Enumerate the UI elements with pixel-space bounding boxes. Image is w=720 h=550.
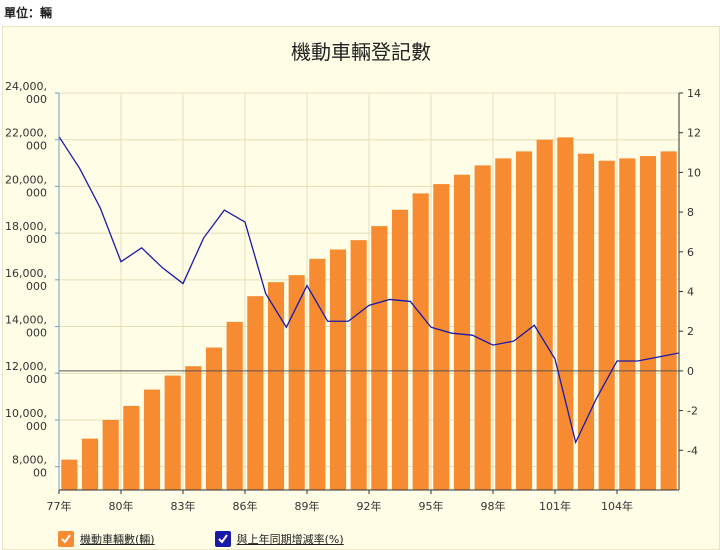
bar (391, 209, 409, 490)
y-right-tick-label: -4 (687, 444, 698, 457)
bar (557, 137, 574, 490)
x-tick-label: 89年 (295, 499, 320, 513)
bar (350, 240, 367, 490)
bar (226, 321, 243, 490)
bar (247, 296, 264, 490)
y-left-tick-label: 000 (26, 327, 47, 340)
bar (81, 438, 99, 490)
bar (619, 158, 636, 490)
y-right-tick-label: 2 (687, 325, 694, 338)
bar (639, 156, 657, 490)
x-tick-label: 83年 (171, 499, 196, 513)
y-left-tick-label: 10,000, (5, 407, 47, 420)
x-tick-label: 80年 (109, 499, 134, 513)
y-left-tick-label: 000 (26, 93, 47, 106)
legend-label-growth: 與上年同期增減率(%) (236, 533, 344, 546)
chart-frame: 機動車輛登記數 8,000, 00 10,000, 000 12,000, 000 14,00… (2, 26, 720, 550)
bar (660, 151, 677, 490)
bar (164, 375, 181, 490)
y-right-tick-label: 0 (687, 365, 694, 378)
y-left-tick-label: 000 (26, 420, 47, 433)
legend-item-growth[interactable]: 與上年同期增減率(%) (214, 531, 344, 547)
bar (123, 405, 140, 490)
chart-svg: 機動車輛登記數8,000,0010,000,00012,000,00014,00… (5, 40, 701, 513)
y-left-tick-label: 16,000, (5, 267, 47, 280)
y-left-tick-label: 20,000, (5, 173, 47, 186)
x-tick-label: 77年 (47, 499, 72, 513)
bar (288, 275, 305, 490)
bar (598, 160, 615, 491)
checkmark-icon (217, 534, 228, 544)
y-left-tick-label: 14,000, (5, 314, 47, 327)
checkmark-icon (61, 534, 71, 544)
bar (433, 184, 450, 490)
bar (453, 174, 471, 490)
bar (515, 151, 533, 490)
bar (536, 139, 553, 490)
bar (577, 153, 595, 490)
legend-checkbox-vehicles[interactable] (58, 531, 74, 547)
legend-item-vehicles[interactable]: 機動車輛數(輛) (58, 531, 155, 547)
y-left-tick-label: 18,000, (5, 220, 47, 233)
x-tick-label: 101年 (539, 499, 571, 513)
bar (474, 165, 491, 491)
x-tick-label: 95年 (419, 499, 444, 513)
y-left-tick-label: 12,000, (5, 360, 47, 373)
bar (205, 347, 223, 490)
chart-title: 機動車輛登記數 (291, 40, 431, 64)
bar (185, 366, 202, 490)
bar (309, 258, 326, 490)
y-left-tick-label: 000 (26, 140, 47, 153)
y-right-tick-label: 8 (687, 206, 694, 219)
y-right-tick-label: 10 (687, 166, 701, 179)
y-left-tick-label: 24,000, (5, 80, 47, 93)
y-right-tick-label: 4 (687, 286, 694, 299)
y-left-tick-label: 00 (33, 467, 47, 480)
legend-checkbox-growth[interactable] (214, 531, 231, 547)
y-left-tick-label: 000 (26, 233, 47, 246)
y-left-tick-label: 22,000, (5, 127, 47, 140)
bar (102, 419, 119, 490)
unit-label: 單位：輛 (4, 6, 53, 20)
x-tick-label: 86年 (233, 499, 258, 513)
bar (412, 193, 429, 490)
y-left-tick-label: 000 (26, 186, 47, 199)
y-right-tick-label: 6 (687, 246, 694, 259)
bar (267, 282, 285, 490)
bar (329, 249, 347, 490)
legend-label-vehicles: 機動車輛數(輛) (80, 533, 155, 546)
x-tick-label: 98年 (481, 499, 506, 513)
y-right-tick-label: -2 (687, 405, 698, 418)
y-right-tick-label: 12 (687, 127, 701, 140)
y-right-tick-label: 14 (687, 87, 701, 100)
legend: 機動車輛數(輛) 與上年同期增減率(%) (58, 530, 404, 548)
bar (143, 389, 161, 490)
growth-line (58, 136, 680, 445)
y-left-tick-label: 8,000, (12, 454, 47, 467)
bar (371, 226, 388, 491)
x-tick-label: 92年 (357, 499, 382, 513)
bar (495, 158, 512, 490)
x-tick-label: 104年 (601, 499, 633, 513)
y-left-tick-label: 000 (26, 280, 47, 293)
bar (61, 459, 78, 490)
y-left-tick-label: 000 (26, 373, 47, 386)
